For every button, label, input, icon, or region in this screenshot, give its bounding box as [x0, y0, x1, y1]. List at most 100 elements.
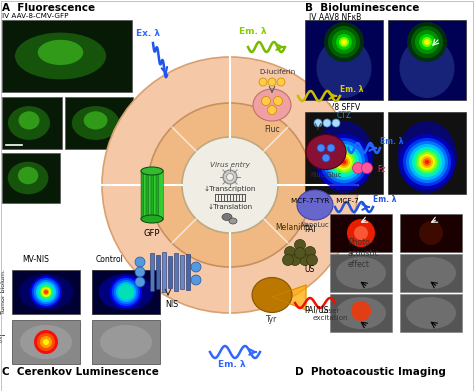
Circle shape: [409, 144, 445, 180]
Ellipse shape: [229, 218, 237, 224]
Circle shape: [191, 262, 201, 272]
Bar: [92, 270, 160, 314]
Circle shape: [268, 78, 276, 86]
Circle shape: [419, 34, 435, 50]
FancyBboxPatch shape: [148, 170, 154, 220]
Ellipse shape: [306, 135, 346, 170]
Circle shape: [123, 289, 129, 295]
Bar: [186, 254, 191, 290]
Ellipse shape: [336, 297, 386, 329]
Circle shape: [34, 330, 58, 354]
Ellipse shape: [252, 278, 292, 312]
Ellipse shape: [141, 215, 163, 223]
Ellipse shape: [400, 38, 455, 98]
FancyBboxPatch shape: [156, 170, 161, 220]
Circle shape: [116, 282, 136, 302]
Ellipse shape: [20, 325, 72, 359]
Circle shape: [320, 138, 368, 186]
Text: IV AAV8 SFFV: IV AAV8 SFFV: [310, 103, 361, 112]
Bar: [330, 254, 392, 292]
Text: Ex. λ: Ex. λ: [136, 29, 160, 38]
Circle shape: [307, 255, 318, 265]
Circle shape: [328, 26, 360, 58]
Circle shape: [43, 289, 49, 295]
Text: US: US: [304, 265, 314, 274]
Circle shape: [135, 277, 145, 287]
Bar: [400, 214, 462, 252]
Circle shape: [407, 22, 447, 62]
Circle shape: [332, 30, 356, 54]
Circle shape: [135, 257, 145, 267]
FancyBboxPatch shape: [154, 170, 158, 220]
Ellipse shape: [99, 274, 154, 310]
Circle shape: [283, 255, 293, 265]
Ellipse shape: [72, 106, 119, 140]
Bar: [305, 112, 383, 194]
Text: MV-NIS: MV-NIS: [23, 255, 49, 264]
Text: Fluc: Fluc: [264, 125, 280, 134]
Circle shape: [124, 290, 128, 294]
Text: Tyr: Tyr: [266, 315, 278, 324]
Text: NanoLuc: NanoLuc: [301, 222, 329, 228]
Circle shape: [32, 278, 60, 306]
Circle shape: [41, 287, 51, 297]
Circle shape: [354, 226, 368, 240]
Circle shape: [322, 154, 330, 162]
Ellipse shape: [8, 106, 50, 140]
Circle shape: [112, 278, 140, 306]
Text: IV AAV-8-CMV-GFP: IV AAV-8-CMV-GFP: [2, 13, 69, 19]
Text: ↓Translation: ↓Translation: [208, 204, 253, 210]
Circle shape: [277, 78, 285, 86]
Circle shape: [399, 134, 455, 190]
Text: Em. λ: Em. λ: [340, 86, 364, 95]
Circle shape: [332, 150, 356, 174]
Ellipse shape: [253, 89, 291, 121]
Circle shape: [340, 158, 348, 166]
Circle shape: [284, 246, 295, 258]
Circle shape: [227, 174, 234, 181]
Ellipse shape: [222, 213, 232, 221]
Circle shape: [223, 170, 237, 184]
Text: Fz: Fz: [377, 165, 385, 174]
Circle shape: [317, 144, 325, 152]
Text: A  Fluorescence: A Fluorescence: [2, 3, 95, 13]
Circle shape: [316, 134, 372, 190]
Circle shape: [324, 22, 364, 62]
Circle shape: [40, 286, 52, 298]
Bar: [180, 255, 184, 289]
Bar: [2, 153, 60, 203]
Circle shape: [342, 160, 346, 164]
Text: PAI/US: PAI/US: [304, 305, 328, 314]
Ellipse shape: [317, 38, 372, 98]
Circle shape: [415, 30, 439, 54]
Circle shape: [182, 137, 278, 233]
Bar: [12, 270, 80, 314]
Circle shape: [334, 152, 354, 172]
Text: D  Photoacoustic Imaging: D Photoacoustic Imaging: [295, 367, 446, 377]
Text: Photo-
acoustic
effect: Photo- acoustic effect: [348, 238, 380, 269]
Ellipse shape: [141, 167, 163, 175]
Circle shape: [411, 26, 443, 58]
Circle shape: [273, 97, 283, 106]
Ellipse shape: [100, 325, 152, 359]
Circle shape: [419, 154, 435, 170]
Circle shape: [114, 280, 138, 304]
FancyBboxPatch shape: [151, 170, 156, 220]
Bar: [168, 256, 173, 288]
Circle shape: [191, 275, 201, 285]
Circle shape: [425, 160, 429, 164]
Text: GFP: GFP: [144, 229, 160, 238]
Text: ¹²⁵I: ¹²⁵I: [1, 333, 7, 343]
Circle shape: [118, 284, 134, 300]
Circle shape: [362, 163, 373, 174]
Text: MCF-7-TYR   MCF-7: MCF-7-TYR MCF-7: [291, 198, 359, 204]
Ellipse shape: [406, 257, 456, 289]
Bar: [330, 294, 392, 332]
Circle shape: [34, 280, 58, 304]
Text: C  Cerenkov Luminescence: C Cerenkov Luminescence: [2, 367, 159, 377]
Text: D-luciferin: D-luciferin: [260, 69, 296, 75]
Circle shape: [314, 119, 322, 127]
FancyBboxPatch shape: [158, 170, 164, 220]
Ellipse shape: [15, 32, 106, 79]
Circle shape: [36, 282, 56, 302]
